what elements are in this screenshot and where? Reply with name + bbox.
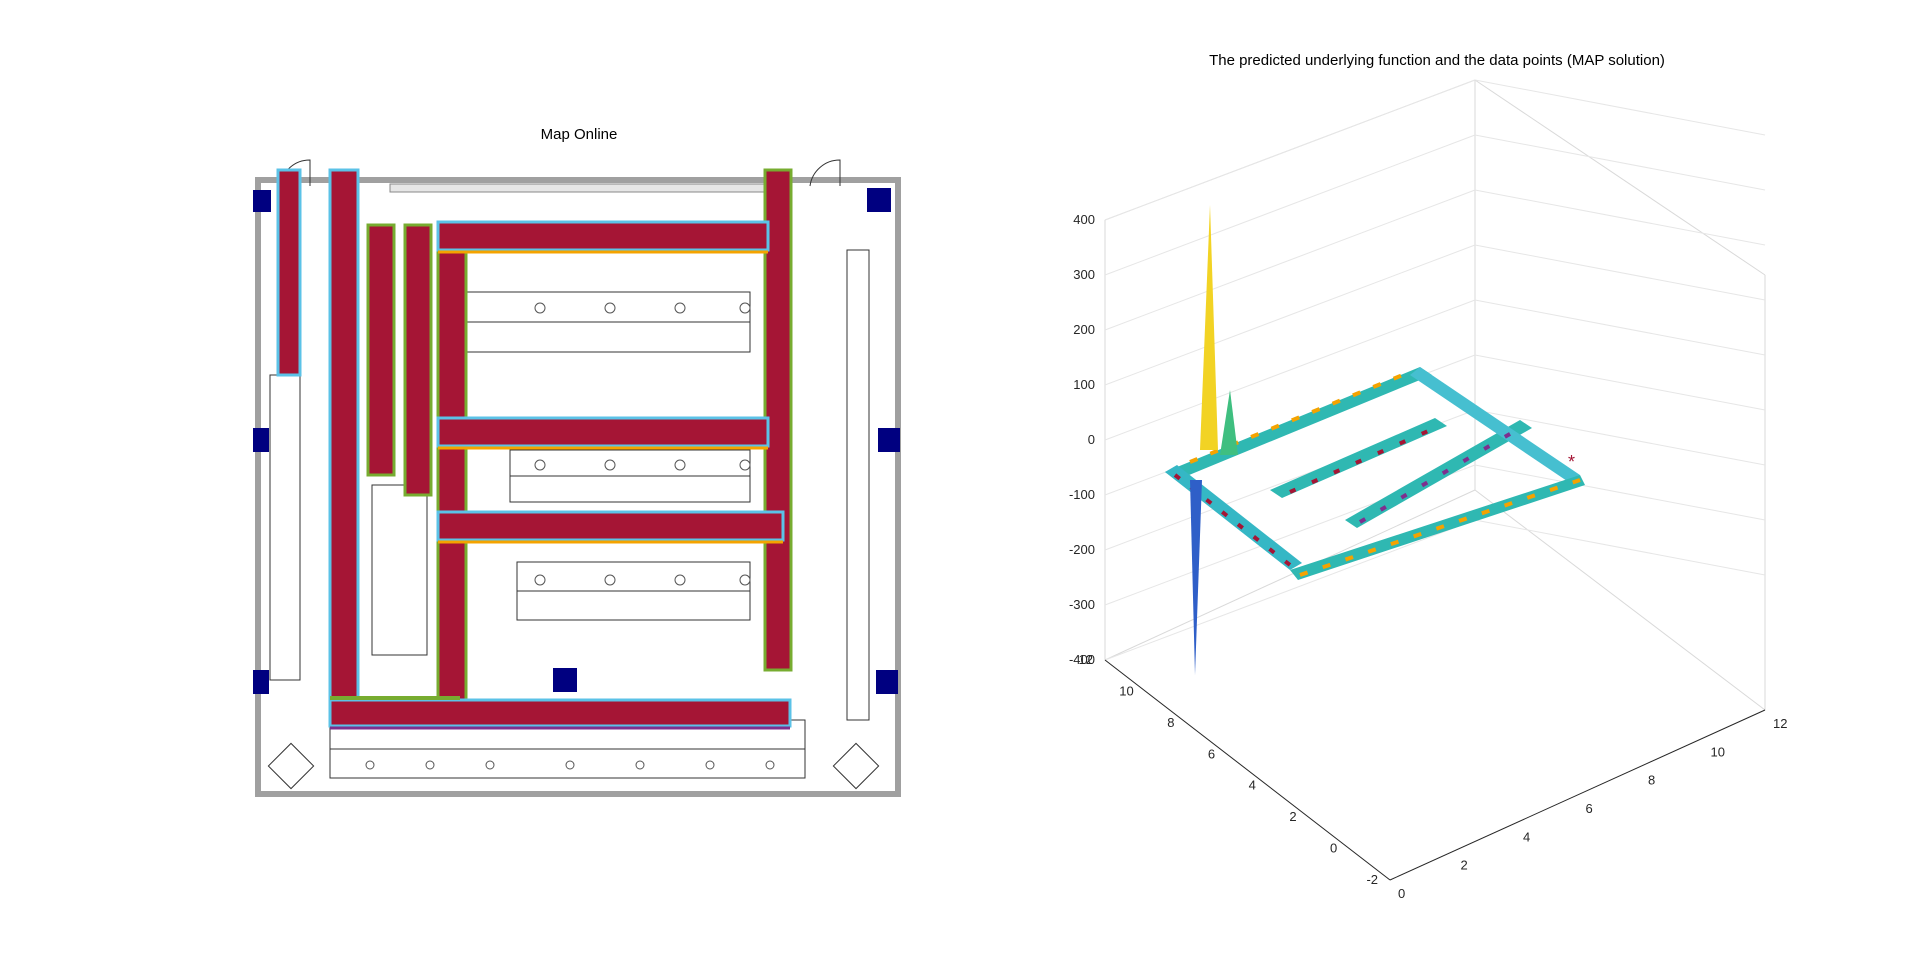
x-tick-label: 0 (1398, 886, 1405, 901)
window-strip (389, 183, 771, 193)
path-v1 (276, 168, 302, 377)
z-axis-ticks: 400 300 200 100 0 -100 -200 -300 -400 (1069, 212, 1095, 667)
anchor-marker (867, 188, 891, 212)
outer-wall (255, 177, 901, 797)
z-grid-line (1474, 189, 1766, 246)
path-v3 (366, 223, 396, 477)
z-tick-label: 0 (1088, 432, 1095, 447)
y-tick-label: 10 (1119, 683, 1133, 698)
anchor-marker (553, 668, 577, 692)
spike-small (1220, 390, 1238, 455)
z-grid-line (1104, 134, 1476, 276)
z-tick-label: 400 (1073, 212, 1095, 227)
desk-column-left (269, 374, 301, 681)
x-tick-label: 12 (1773, 716, 1787, 731)
z-grid-line (1474, 464, 1766, 521)
path-h2 (436, 416, 770, 448)
path-v2 (328, 168, 360, 717)
map-title: Map Online (540, 126, 618, 143)
y-tick-label: 2 (1289, 809, 1296, 824)
spike-up (1200, 205, 1218, 450)
z-grid-line (1474, 79, 1766, 136)
axis-lines (1104, 659, 1766, 881)
y-tick-label: 0 (1330, 841, 1337, 856)
surface-arm-2 (1165, 465, 1302, 570)
x-tick-label: 2 (1461, 858, 1468, 873)
z-grid-line (1474, 299, 1766, 356)
map-axes (253, 159, 901, 797)
floor-plan (255, 159, 901, 797)
desk-column-right (846, 249, 870, 721)
corner-object-left (267, 742, 315, 790)
explored-paths (276, 168, 793, 730)
anchor-marker (253, 190, 271, 212)
path-v4 (403, 223, 433, 497)
x-tick-label: 6 (1586, 801, 1593, 816)
x-tick-label: 8 (1648, 773, 1655, 788)
door-right (809, 159, 841, 187)
z-grid-line (1104, 189, 1476, 331)
path-h3 (436, 510, 785, 542)
z-grid-line (1474, 244, 1766, 301)
z-tick-label: -400 (1069, 652, 1095, 667)
anchor-marker (878, 428, 900, 452)
z-tick-label: -200 (1069, 542, 1095, 557)
path-h1 (436, 220, 770, 252)
z-tick-label: 300 (1073, 267, 1095, 282)
path-v5 (436, 223, 468, 717)
anchor-marker (253, 428, 269, 452)
y-tick-label: 6 (1208, 746, 1215, 761)
anchor-marker (253, 670, 269, 694)
x-axis-ticks: 0 2 4 6 8 10 12 (1398, 716, 1787, 901)
surface: * (1165, 205, 1585, 675)
y-tick-label: 12 (1079, 652, 1093, 667)
anchor-markers (253, 188, 900, 694)
z-grid-line (1104, 519, 1476, 661)
y-tick-label: 8 (1167, 715, 1174, 730)
x-tick-label: 10 (1711, 744, 1725, 759)
z-grid-line (1474, 354, 1766, 411)
z-grid-line (1104, 299, 1476, 441)
z-tick-label: -100 (1069, 487, 1095, 502)
surface-arm-3 (1270, 418, 1447, 498)
y-tick-label: 4 (1249, 778, 1256, 793)
y-tick-label: -2 (1366, 872, 1378, 887)
spike-down (1190, 480, 1202, 675)
path-h4 (328, 698, 792, 728)
table-center (371, 484, 428, 656)
y-axis-ticks: 12 10 8 6 4 2 0 -2 (1079, 652, 1378, 887)
z-tick-label: 100 (1073, 377, 1095, 392)
z-grid-line (1474, 519, 1766, 576)
z-tick-label: 200 (1073, 322, 1095, 337)
z-grid-line (1104, 244, 1476, 386)
z-grid-line (1104, 79, 1476, 221)
plot-title: The predicted underlying function and th… (1209, 52, 1665, 69)
z-grid-line (1474, 409, 1766, 466)
corner-object-right (832, 742, 880, 790)
z-grid-line (1474, 134, 1766, 191)
z-tick-label: -300 (1069, 597, 1095, 612)
x-tick-label: 4 (1523, 829, 1530, 844)
chairs (365, 302, 775, 770)
anchor-marker (876, 670, 898, 694)
marker-asterisk: * (1568, 452, 1575, 472)
surface-arm-5 (1410, 367, 1580, 483)
